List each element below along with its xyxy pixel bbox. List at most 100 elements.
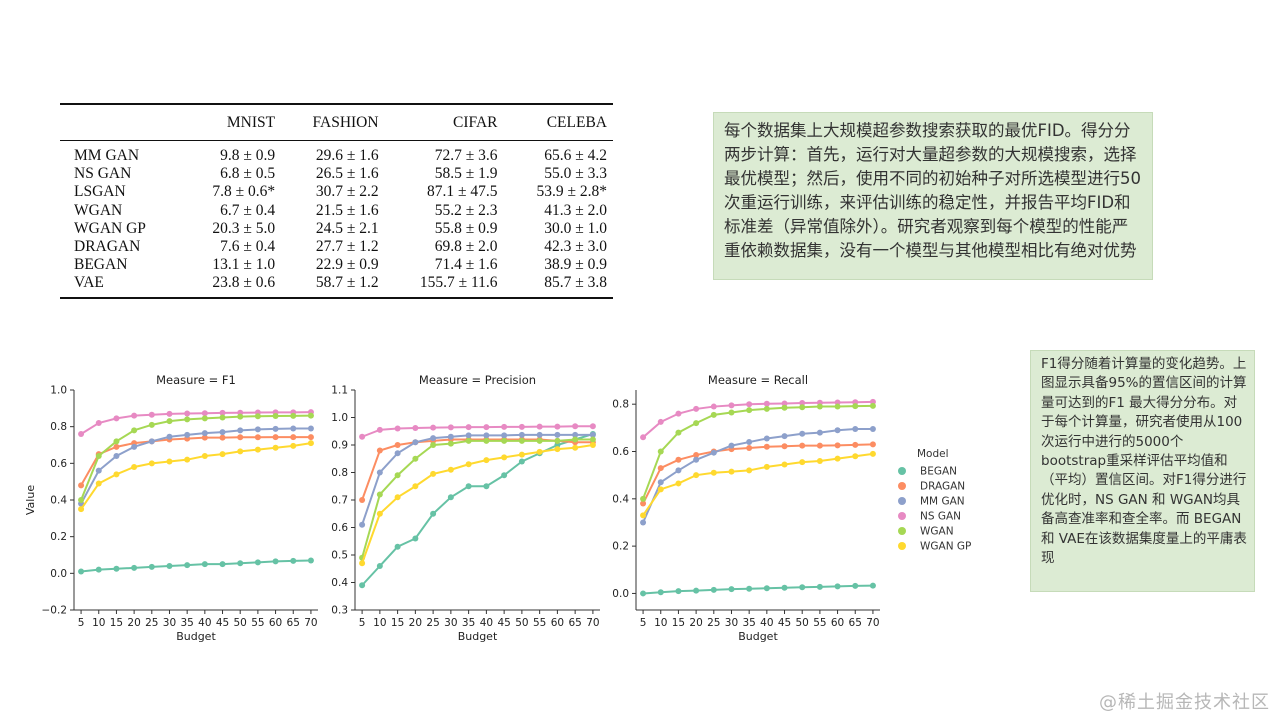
legend-marker <box>898 542 906 550</box>
data-point <box>376 469 383 476</box>
y-tick-label: 0.3 <box>331 605 348 617</box>
x-tick-label: 55 <box>251 617 264 629</box>
data-point <box>728 586 735 593</box>
model-name-cell: MM GAN <box>74 147 140 164</box>
data-point <box>95 480 102 487</box>
data-point <box>693 472 700 479</box>
table-header-cell: MNIST <box>226 114 276 131</box>
data-point <box>693 420 700 427</box>
data-point <box>710 411 717 418</box>
data-point <box>166 418 173 425</box>
data-point <box>290 425 297 432</box>
x-tick-label: 15 <box>672 617 685 629</box>
x-tick-label: 40 <box>760 617 773 629</box>
x-tick-label: 30 <box>444 617 457 629</box>
fid-table: MNIST FASHION CIFAR CELEBA MM GAN 9.8 ± 0… <box>60 103 613 299</box>
data-point <box>272 558 279 565</box>
x-tick-label: 5 <box>78 617 85 629</box>
data-point <box>640 500 647 507</box>
data-point <box>675 456 682 463</box>
data-point <box>483 437 490 444</box>
data-point <box>237 413 244 420</box>
data-point <box>518 458 525 465</box>
data-point <box>219 414 226 421</box>
data-point <box>781 404 788 411</box>
fid-value-cell: 69.8 ± 2.0 <box>434 238 498 256</box>
data-point <box>640 519 647 526</box>
table-header-cell: CIFAR <box>453 114 498 131</box>
fid-value-cell: 27.7 ± 1.2 <box>315 238 379 256</box>
data-point <box>746 467 753 474</box>
fid-value-cell: 85.7 ± 3.8 <box>544 274 607 292</box>
fid-value-cell: 38.9 ± 0.9 <box>544 256 607 274</box>
data-point <box>166 458 173 465</box>
data-point <box>290 412 297 419</box>
data-point <box>834 427 841 434</box>
data-point <box>536 423 543 430</box>
data-point <box>746 407 753 414</box>
series-wgan <box>359 436 596 561</box>
data-point <box>78 506 85 513</box>
data-point <box>184 410 191 417</box>
data-point <box>254 446 261 453</box>
data-point <box>589 423 596 430</box>
data-point <box>465 483 472 490</box>
budget-plots: Measure = F1 −0.2 0.0 0.2 0.4 0.6 0.8 1.0 5 10 15 2… <box>24 373 971 643</box>
data-point <box>728 468 735 475</box>
data-point <box>78 497 85 503</box>
y-tick-label: 0.8 <box>50 421 67 433</box>
data-point <box>113 438 120 445</box>
data-point <box>359 497 366 503</box>
series-wgan <box>640 402 876 502</box>
data-point <box>307 425 314 432</box>
data-point <box>746 444 753 451</box>
data-point <box>394 543 401 550</box>
chart-panel-3: Measure = Recall 0.0 0.2 0.4 0.6 0.8 5 10 15 20 25… <box>612 373 880 643</box>
data-point <box>799 404 806 411</box>
legend-item: DRAGAN <box>898 481 965 493</box>
data-point <box>465 424 472 431</box>
data-point <box>572 436 579 443</box>
data-point <box>536 437 543 444</box>
series-ns-gan <box>640 398 876 441</box>
data-point <box>572 431 579 438</box>
data-point <box>763 463 770 470</box>
x-tick-label: 65 <box>849 617 862 629</box>
data-point <box>290 434 297 441</box>
y-tick-label: 0.5 <box>331 550 348 562</box>
data-point <box>746 401 753 408</box>
y-tick-label: 0.4 <box>612 493 629 505</box>
data-point <box>376 426 383 433</box>
series-mm-gan <box>78 425 314 507</box>
x-tick-label: 45 <box>216 617 229 629</box>
data-point <box>554 446 561 453</box>
data-point <box>166 433 173 440</box>
data-point <box>219 409 226 416</box>
fid-value-cell: 24.5 ± 2.1 <box>315 219 379 237</box>
data-point <box>412 455 419 462</box>
data-point <box>148 563 155 570</box>
series-dragan <box>359 436 596 503</box>
data-point <box>536 431 543 438</box>
data-point <box>290 557 297 564</box>
data-point <box>131 443 138 450</box>
data-point <box>675 588 682 595</box>
data-point <box>589 442 596 448</box>
x-tick-label: 40 <box>198 617 211 629</box>
data-point <box>518 437 525 444</box>
y-tick-label: 0.6 <box>50 458 67 470</box>
series-wgan-gp <box>640 450 876 519</box>
data-point <box>394 425 401 432</box>
data-point <box>376 447 383 454</box>
data-point <box>465 432 472 439</box>
data-point <box>272 413 279 420</box>
data-point <box>799 442 806 449</box>
fid-value-cell: 29.6 ± 1.6 <box>315 147 379 164</box>
data-point <box>483 424 490 431</box>
data-point <box>201 434 208 441</box>
legend-marker <box>898 497 906 505</box>
y-tick-label: 0.0 <box>50 568 67 580</box>
data-point <box>781 400 788 407</box>
table-row: MM GAN 9.8 ± 0.9 29.6 ± 1.6 72.7 ± 3.6 65.6 … <box>60 141 613 166</box>
data-point <box>816 457 823 464</box>
